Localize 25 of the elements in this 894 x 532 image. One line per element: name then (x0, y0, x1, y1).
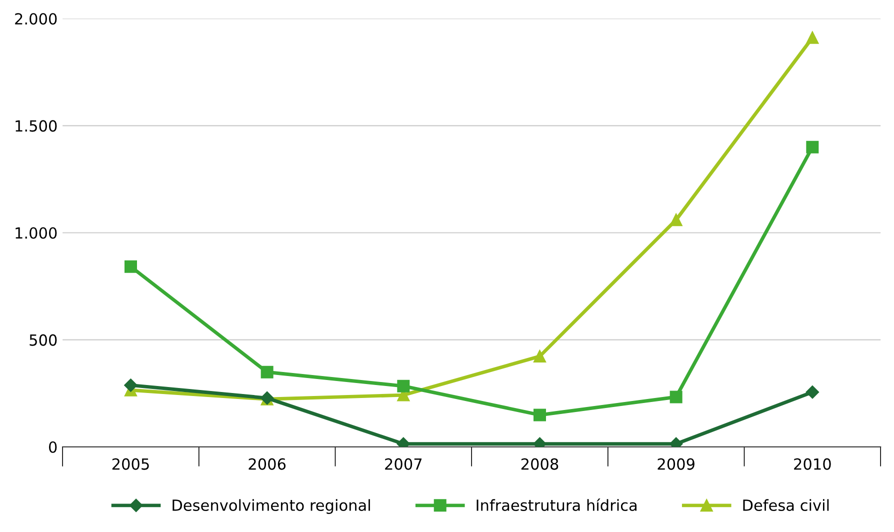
point (534, 350, 546, 363)
y-tick-label: 1.500 (16, 120, 57, 132)
point (670, 390, 682, 404)
legend-label: Defesa civil (743, 499, 829, 511)
point (124, 378, 138, 392)
x-tick-label: 2008 (521, 458, 558, 470)
point (534, 408, 546, 422)
point (260, 366, 274, 378)
point (124, 260, 137, 273)
point (670, 214, 682, 226)
point (397, 380, 410, 392)
y-tick-label: 2.000 (15, 13, 57, 25)
x-tick-label: 2010 (794, 458, 831, 470)
legend-label: Infraestrutura hídrica (476, 498, 636, 511)
point (806, 385, 820, 399)
y-tick-label: 0 (49, 441, 57, 453)
point (806, 140, 819, 154)
x-tick-label: 2005 (112, 458, 149, 470)
x-tick-label: 2007 (385, 458, 422, 470)
legend-label: Desenvolvimento regional (172, 499, 370, 514)
y-tick-label: 500 (30, 334, 57, 346)
y-tick-label: 1.000 (16, 227, 57, 239)
point (806, 31, 819, 44)
x-tick-label: 2006 (248, 458, 286, 470)
x-tick-label: 2009 (658, 458, 694, 470)
